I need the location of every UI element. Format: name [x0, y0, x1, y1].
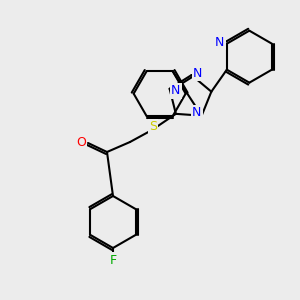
Text: N: N: [192, 106, 201, 119]
Text: S: S: [149, 121, 157, 134]
Text: N: N: [215, 36, 224, 49]
Text: O: O: [76, 136, 86, 148]
Text: N: N: [193, 67, 202, 80]
Text: N: N: [171, 84, 180, 97]
Text: F: F: [110, 254, 117, 266]
